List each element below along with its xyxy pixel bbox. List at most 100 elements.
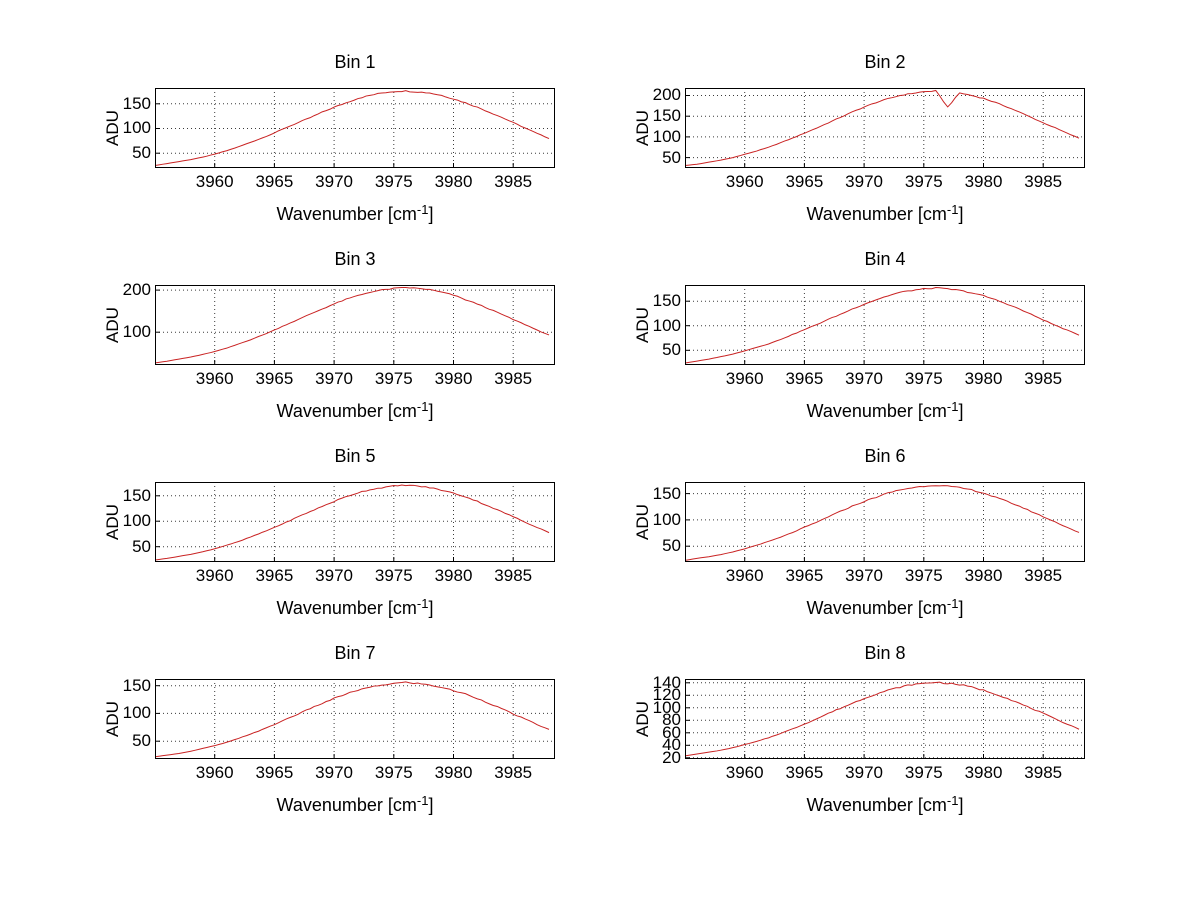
x-axis-label-text-suffix: ] [428,795,434,815]
y-tick-label: 100 [652,126,681,146]
subplot: Bin 1 ADU Wavenumber [cm-1] 3960 3965 3970… [40,50,600,250]
x-tick-label: 3960 [725,566,764,585]
axes-box [155,679,555,759]
axes-box [155,482,555,562]
x-axis-label-text-suffix: ] [958,204,964,224]
x-axis-label-text: Wavenumber [cm [276,204,417,224]
y-tick-label: 140 [652,672,681,692]
y-tick-label: 200 [652,85,681,105]
x-axis-label: Wavenumber [cm-1] [685,793,1085,816]
x-tick-label: 3985 [1024,763,1063,782]
axes-box [155,88,555,168]
x-axis-label-text: Wavenumber [cm [806,401,947,421]
x-tick-label: 3980 [964,566,1003,585]
x-tick-label: 3980 [964,369,1003,388]
x-axis-label-superscript: -1 [946,399,959,414]
x-tick-label: 3975 [374,763,413,782]
x-axis-label: Wavenumber [cm-1] [155,793,555,816]
x-tick-label: 3970 [845,763,884,782]
x-tick-label: 3980 [964,763,1003,782]
x-tick-label: 3965 [255,172,294,191]
y-tick-label: 150 [652,106,681,126]
x-tick-label: 3960 [725,763,764,782]
x-tick-label: 3975 [904,763,943,782]
x-tick-label: 3985 [1024,369,1063,388]
x-axis-label-superscript: -1 [416,399,429,414]
y-tick-label: 60 [662,722,681,742]
spectrum-line [155,681,550,758]
y-tick-label: 120 [652,685,681,705]
y-tick-label: 150 [122,93,151,113]
x-tick-label: 3975 [374,566,413,585]
x-tick-label: 3980 [434,566,473,585]
plot-area [685,88,1085,168]
y-tick-label: 100 [652,315,681,335]
x-axis-label-text-suffix: ] [428,401,434,421]
x-tick-label: 3970 [315,172,354,191]
subplot-title: Bin 8 [864,643,906,663]
y-tick-label: 150 [122,485,151,505]
x-tick-label: 3975 [904,369,943,388]
axes-box [685,482,1085,562]
x-axis-label-text-suffix: ] [958,598,964,618]
y-tick-label: 40 [662,735,681,755]
x-tick-label: 3965 [255,763,294,782]
x-tick-label: 3985 [1024,566,1063,585]
x-axis-label: Wavenumber [cm-1] [685,202,1085,225]
subplot-title: Bin 1 [334,52,376,72]
y-tick-label: 150 [652,483,681,503]
x-tick-label: 3980 [964,172,1003,191]
subplot-title: Bin 3 [334,249,376,269]
axes-box [155,285,555,365]
x-tick-label: 3965 [785,369,824,388]
y-tick-label: 80 [662,710,681,730]
x-tick-label: 3975 [374,369,413,388]
y-tick-label: 50 [132,536,151,556]
plot-area [685,482,1085,562]
y-tick-label: 50 [662,147,681,167]
x-tick-label: 3970 [845,172,884,191]
x-tick-label: 3985 [494,172,533,191]
spectrum-line [155,286,550,364]
x-tick-label: 3975 [374,172,413,191]
plot-area [685,285,1085,365]
plot-area [155,285,555,365]
x-tick-label: 3960 [195,172,234,191]
x-axis-label-superscript: -1 [946,596,959,611]
y-tick-label: 100 [652,697,681,717]
spectrum-line [685,681,1080,757]
x-axis-label: Wavenumber [cm-1] [155,596,555,619]
x-tick-label: 3985 [494,763,533,782]
y-tick-label: 50 [662,536,681,556]
y-tick-label: 150 [652,291,681,311]
subplot: Bin 7 ADU Wavenumber [cm-1] 3960 3965 3970… [40,641,600,841]
plot-area [155,88,555,168]
axes-box [685,679,1085,759]
subplot-title: Bin 6 [864,446,906,466]
y-tick-label: 100 [122,118,151,138]
x-tick-label: 3970 [315,763,354,782]
x-tick-label: 3970 [315,369,354,388]
x-tick-label: 3975 [904,172,943,191]
x-tick-label: 3965 [785,566,824,585]
y-tick-label: 100 [122,703,151,723]
subplot: Bin 5 ADU Wavenumber [cm-1] 3960 3965 3970… [40,444,600,644]
plot-area [685,679,1085,759]
y-tick-label: 50 [662,340,681,360]
x-tick-label: 3985 [494,566,533,585]
x-tick-label: 3980 [434,369,473,388]
y-tick-label: 150 [122,675,151,695]
x-tick-label: 3965 [255,566,294,585]
x-tick-label: 3965 [255,369,294,388]
spectrum-line [155,484,550,561]
x-axis-label-superscript: -1 [416,793,429,808]
subplot: Bin 2 ADU Wavenumber [cm-1] 3960 3965 3970… [570,50,1130,250]
spectrum-line [685,286,1080,364]
x-axis-label-text-suffix: ] [958,795,964,815]
x-tick-label: 3960 [725,172,764,191]
x-axis-label-superscript: -1 [416,202,429,217]
x-tick-label: 3960 [195,566,234,585]
x-axis-label: Wavenumber [cm-1] [685,596,1085,619]
x-axis-label-text: Wavenumber [cm [276,795,417,815]
